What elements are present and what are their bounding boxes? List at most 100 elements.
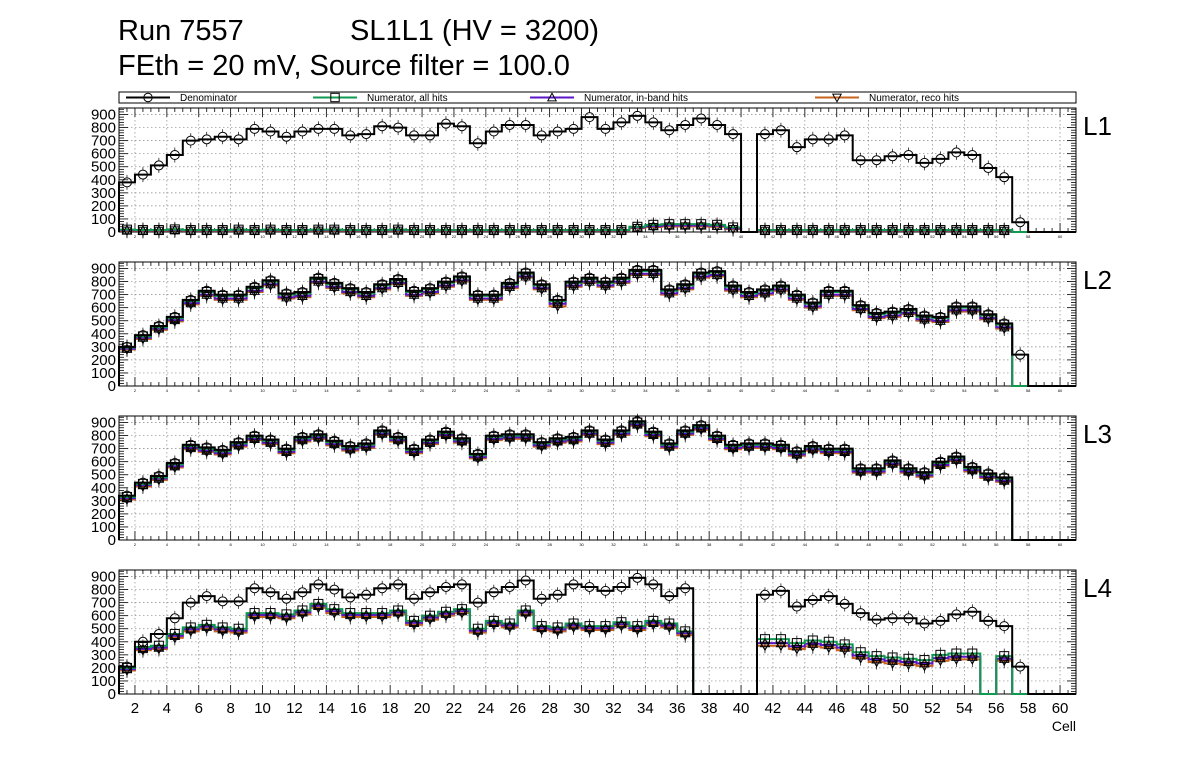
marker-inband xyxy=(185,623,197,634)
superlayer-title: SL1L1 (HV = 3200) xyxy=(350,15,600,47)
marker-inband xyxy=(313,600,324,610)
y-tick-label: 400 xyxy=(91,634,116,651)
marker-reco xyxy=(647,222,659,233)
marker-denominator xyxy=(536,279,547,290)
marker-reco xyxy=(647,432,659,442)
marker-all xyxy=(775,634,786,645)
marker-inband xyxy=(281,224,292,235)
x-tick-label: 26 xyxy=(516,388,521,393)
marker-reco xyxy=(823,449,835,459)
marker-inband xyxy=(775,224,787,235)
marker-all xyxy=(440,606,451,617)
marker-inband xyxy=(552,435,563,446)
marker-inband xyxy=(568,279,579,290)
marker-reco xyxy=(855,226,867,237)
x-tick-label: 54 xyxy=(956,700,973,717)
x-tick-label: 36 xyxy=(675,234,680,239)
y-tick-label: 600 xyxy=(91,608,116,625)
marker-inband xyxy=(935,315,946,325)
marker-denominator xyxy=(520,429,531,440)
marker-denominator xyxy=(217,289,228,300)
marker-all xyxy=(504,618,515,629)
marker-inband xyxy=(392,277,404,287)
marker-denominator xyxy=(823,443,834,454)
marker-denominator xyxy=(791,446,802,457)
marker-all xyxy=(664,618,675,629)
y-tick-label: 900 xyxy=(91,569,116,586)
marker-denominator xyxy=(425,130,436,141)
marker-denominator xyxy=(265,275,276,286)
marker-denominator xyxy=(217,131,228,142)
marker-inband xyxy=(839,446,851,456)
y-tick-label: 700 xyxy=(91,287,116,304)
marker-inband xyxy=(711,269,723,280)
marker-all xyxy=(616,617,627,628)
marker-all xyxy=(648,615,659,626)
marker-denominator xyxy=(185,135,196,146)
marker-all xyxy=(520,605,531,616)
marker-reco xyxy=(998,477,1010,488)
marker-denominator xyxy=(775,125,786,136)
x-tick-label: 12 xyxy=(292,542,297,547)
x-tick-label: 38 xyxy=(707,388,712,393)
marker-denominator xyxy=(313,429,324,440)
marker-reco xyxy=(839,226,851,237)
marker-denominator xyxy=(233,289,244,300)
marker-denominator xyxy=(839,130,850,141)
marker-inband xyxy=(839,289,851,299)
marker-denominator xyxy=(345,592,356,603)
marker-inband xyxy=(233,625,244,635)
x-tick-label: 60 xyxy=(1058,388,1063,393)
x-tick-label: 58 xyxy=(1026,542,1031,547)
marker-reco xyxy=(679,222,691,233)
marker-reco xyxy=(344,446,356,457)
marker-reco xyxy=(727,225,739,235)
marker-inband xyxy=(807,224,819,235)
marker-denominator xyxy=(377,425,388,436)
marker-inband xyxy=(344,443,356,454)
marker-reco xyxy=(951,456,962,467)
marker-inband xyxy=(552,623,563,634)
marker-reco xyxy=(568,226,579,237)
marker-denominator xyxy=(265,126,276,137)
marker-denominator xyxy=(472,289,483,300)
marker-denominator xyxy=(169,613,180,624)
marker-reco xyxy=(791,644,803,655)
marker-inband xyxy=(759,224,771,235)
marker-denominator xyxy=(249,583,260,594)
marker-denominator xyxy=(536,130,547,141)
marker-inband xyxy=(472,224,484,235)
marker-reco xyxy=(919,661,930,672)
marker-denominator xyxy=(903,463,914,474)
marker-all xyxy=(999,225,1010,236)
y-tick-label: 500 xyxy=(91,313,116,330)
marker-denominator xyxy=(169,311,180,322)
marker-reco xyxy=(201,226,213,237)
marker-all xyxy=(759,634,770,645)
marker-reco xyxy=(616,226,627,237)
marker-inband xyxy=(600,437,611,447)
marker-all xyxy=(488,225,499,236)
marker-all xyxy=(393,605,404,616)
marker-all xyxy=(999,651,1010,662)
x-tick-label: 34 xyxy=(643,234,648,239)
y-tick-label: 900 xyxy=(91,107,116,124)
marker-inband xyxy=(663,287,675,298)
marker-denominator xyxy=(552,126,563,137)
x-tick-label: 58 xyxy=(1026,234,1031,239)
marker-denominator xyxy=(855,608,866,619)
legend-marker-4 xyxy=(831,93,843,103)
marker-reco xyxy=(887,226,898,237)
marker-denominator xyxy=(759,129,770,140)
marker-inband xyxy=(201,289,213,299)
marker-all xyxy=(313,598,324,609)
marker-reco xyxy=(791,226,803,237)
marker-inband xyxy=(584,276,595,286)
marker-denominator xyxy=(759,589,770,600)
marker-denominator xyxy=(169,149,180,160)
marker-denominator xyxy=(393,273,404,284)
y-tick-label: 600 xyxy=(91,300,116,317)
marker-inband xyxy=(201,621,213,631)
marker-inband xyxy=(169,314,181,325)
marker-denominator xyxy=(409,593,420,604)
